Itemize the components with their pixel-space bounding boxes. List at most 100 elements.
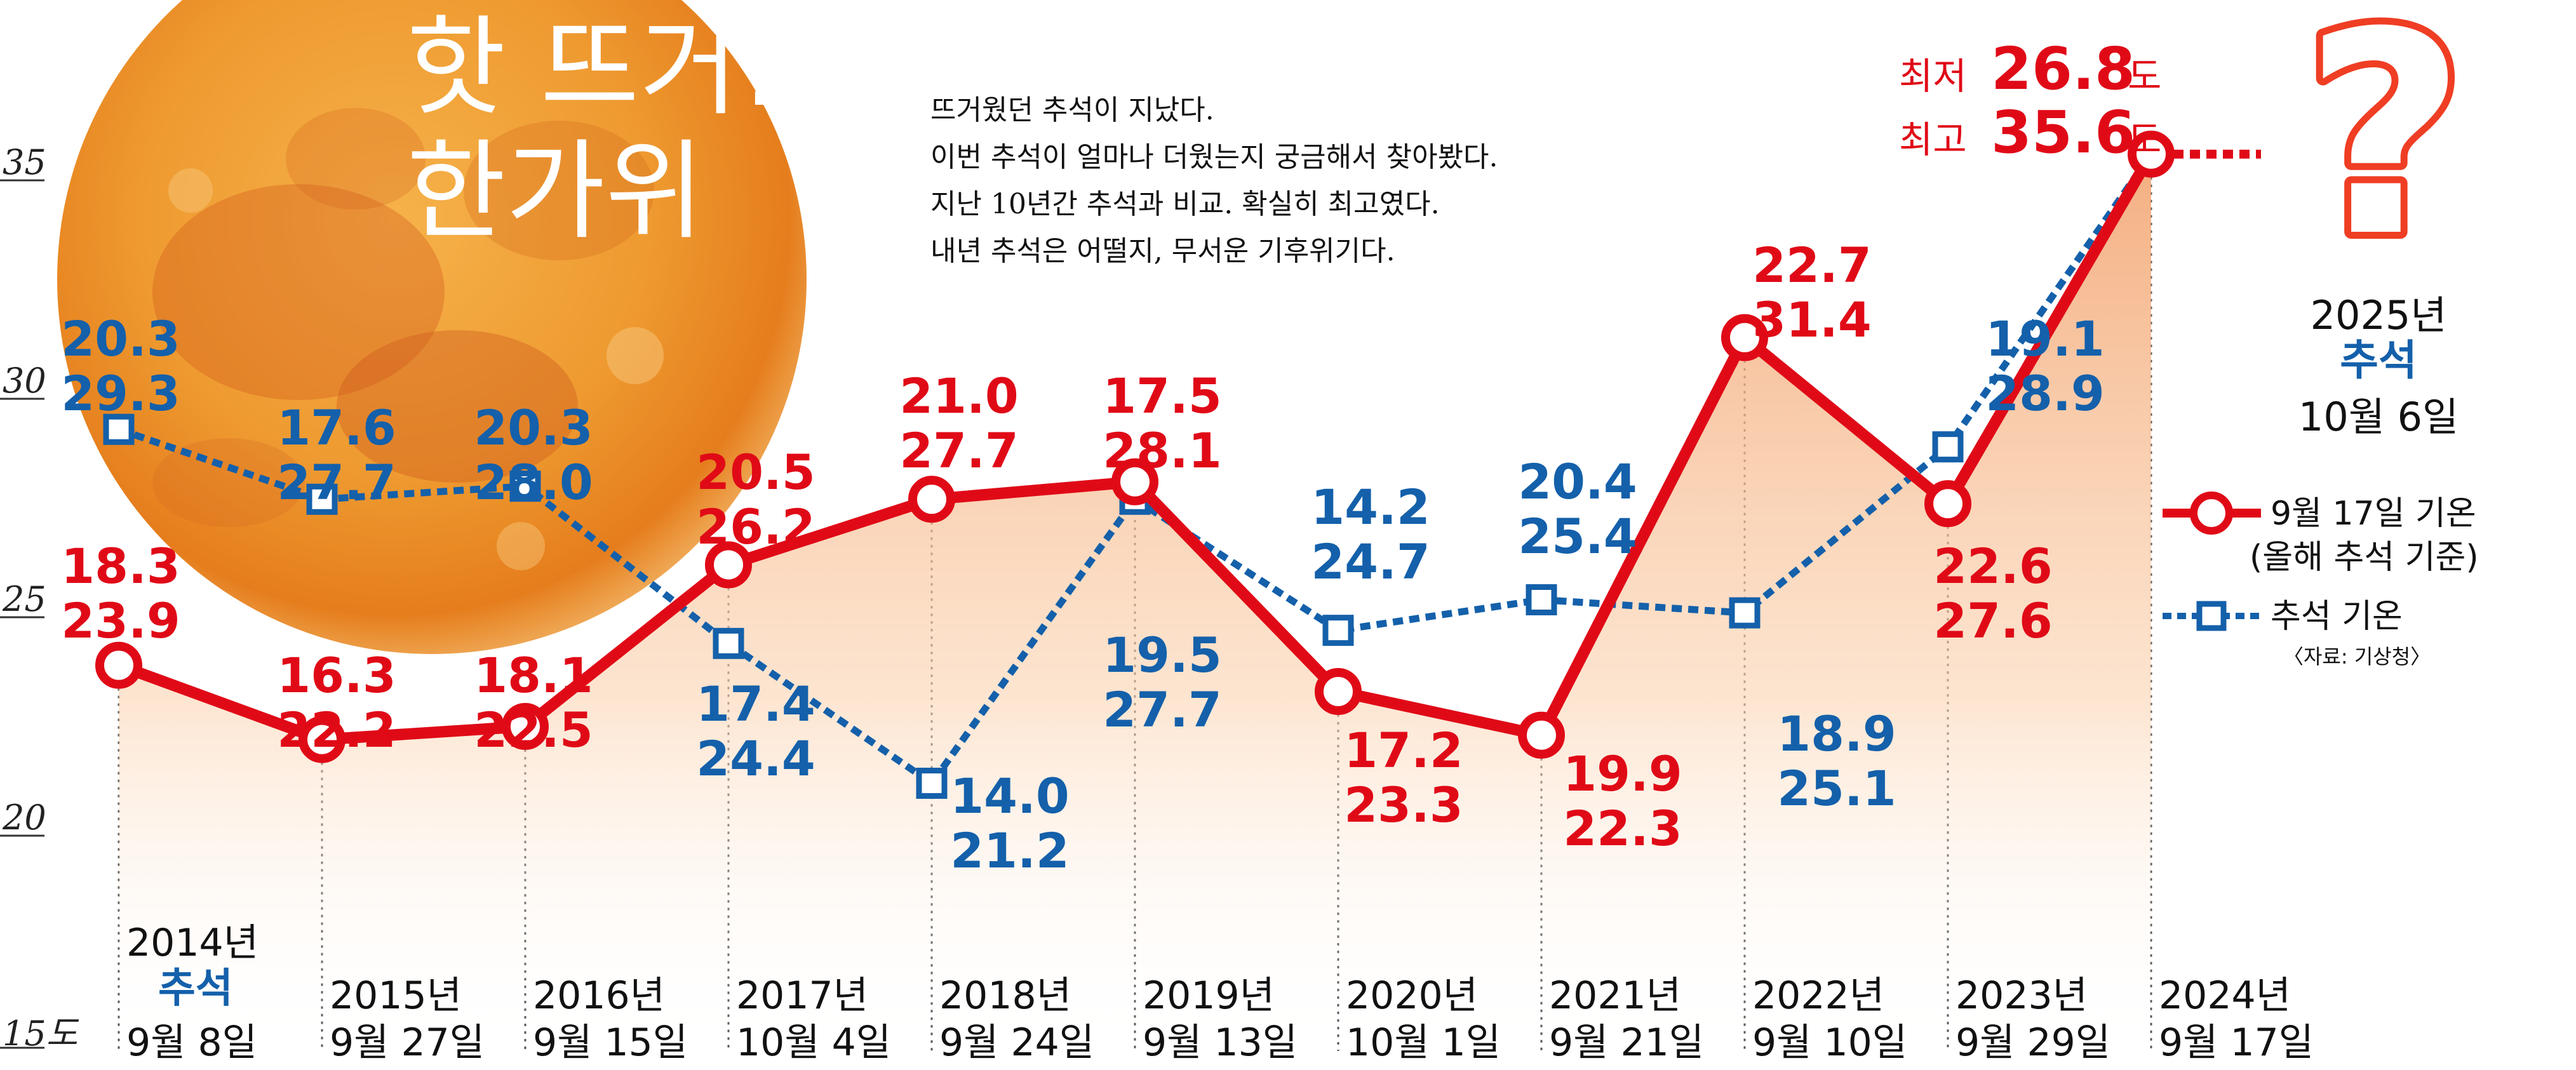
next-chuseok: ? 2025년 추석 10월 6일 — [2297, 0, 2472, 440]
red-series-area — [119, 154, 2151, 1055]
blue-point — [1932, 431, 1964, 463]
red-min-label: 19.9 — [1563, 746, 1682, 802]
category-year: 2024년 — [2159, 973, 2291, 1018]
legend-red-marker — [2190, 492, 2233, 535]
red-max-label: 28.1 — [1103, 422, 1222, 479]
red-max-label: 22.2 — [277, 702, 396, 758]
legend-blue-label: 추석 기온 — [2271, 598, 2403, 636]
red-min-label: 16.3 — [277, 647, 396, 704]
blue-point — [306, 483, 338, 515]
red-min-label: 18.1 — [474, 647, 593, 704]
category-date: 9월 13일 — [1143, 1020, 1298, 1065]
next-year: 2025년 — [2311, 292, 2447, 338]
red-point — [1111, 458, 1158, 505]
red-min-label: 20.5 — [696, 444, 815, 500]
category-year: 2017년 — [736, 973, 868, 1018]
legend-red-label: 9월 17일 기온 — [2271, 495, 2476, 533]
red-max-label: 23.3 — [1344, 777, 1463, 833]
max-value: 35.6 — [1991, 98, 2135, 166]
headline-line-2: 한가위 — [406, 129, 704, 255]
category-year: 2019년 — [1143, 973, 1275, 1018]
intro-line: 뜨거웠던 추석이 지났다. — [930, 94, 1214, 126]
red-max-label: 27.7 — [899, 422, 1019, 479]
red-max-label: 27.6 — [1933, 592, 2053, 649]
red-point — [1721, 314, 1768, 361]
blue-point — [916, 767, 948, 799]
red-series — [95, 130, 2175, 763]
red-point — [705, 541, 752, 589]
blue-min-label: 14.0 — [950, 768, 1070, 824]
moon-illustration — [57, 0, 807, 654]
blue-max-label: 28.9 — [1985, 365, 2105, 422]
blue-max-label: 21.2 — [950, 822, 1070, 879]
category-date: 9월 21일 — [1549, 1020, 1704, 1065]
red-min-label: 18.3 — [61, 538, 180, 594]
red-min-label: 17.2 — [1344, 722, 1463, 779]
red-max-label: 22.5 — [474, 702, 593, 758]
blue-point — [1526, 584, 1557, 615]
blue-min-label: 20.3 — [61, 311, 180, 367]
red-max-label: 22.3 — [1563, 800, 1682, 857]
red-min-label: 17.5 — [1103, 368, 1222, 424]
category-year: 2015년 — [330, 973, 462, 1018]
y-tick-label: 30 — [3, 361, 46, 401]
category-date: 9월 15일 — [533, 1020, 688, 1065]
question-mark-icon: ? — [2304, 0, 2465, 298]
category-year: 2023년 — [1955, 973, 2088, 1018]
blue-min-label: 20.3 — [474, 399, 593, 456]
category-year: 2016년 — [533, 973, 665, 1018]
red-point — [1315, 667, 1362, 715]
red-max-label: 23.9 — [61, 592, 180, 649]
blue-max-label: 27.7 — [1103, 681, 1222, 738]
blue-min-label: 17.4 — [696, 676, 815, 732]
blue-max-label: 29.3 — [61, 365, 180, 422]
category-year: 2020년 — [1346, 973, 1478, 1018]
y-tick-label: 25 — [2, 579, 46, 619]
blue-max-label: 27.7 — [277, 454, 396, 511]
blue-point — [1322, 615, 1354, 646]
category-date: 9월 10일 — [1752, 1020, 1907, 1065]
min-value: 26.8 — [1991, 35, 2135, 103]
blue-min-label: 20.4 — [1518, 453, 1637, 510]
y-tick-label: 15도 — [3, 1013, 79, 1053]
intro-line: 이번 추석이 얼마나 더웠는지 궁금해서 찾아봤다. — [930, 141, 1498, 173]
headline: 핫 뜨거! 한가위 — [406, 5, 782, 255]
blue-point — [1729, 597, 1761, 629]
category-date: 9월 17일 — [2159, 1020, 2314, 1065]
category-date: 9월 24일 — [939, 1020, 1094, 1065]
category-date: 10월 1일 — [1346, 1020, 1501, 1065]
category-year: 2018년 — [939, 973, 1071, 1018]
highlight-2024: 최저 26.8 도 최고 35.6 도 — [1899, 35, 2161, 166]
y-tick-label: 35 — [3, 142, 46, 182]
red-point — [95, 641, 142, 689]
blue-max-label: 24.7 — [1311, 533, 1430, 590]
y-axis: 40도3530252015도 — [0, 142, 79, 1053]
blue-max-label: 28.0 — [474, 454, 593, 511]
blue-point — [713, 627, 744, 659]
intro-line: 내년 추석은 어떨지, 무서운 기후위기다. — [930, 235, 1395, 267]
category-year: 2014년 — [126, 921, 258, 965]
red-min-label: 22.6 — [1933, 538, 2053, 594]
next-chuseok-label: 추석 — [2340, 336, 2417, 385]
intro-text: 뜨거웠던 추석이 지났다. 이번 추석이 얼마나 더웠는지 궁금해서 찾아봤다.… — [930, 94, 1498, 267]
intro-line: 지난 10년간 추석과 비교. 확실히 최고였다. — [930, 188, 1440, 220]
blue-min-label: 18.9 — [1777, 706, 1896, 762]
red-point — [1924, 480, 1971, 528]
blue-max-label: 24.4 — [696, 730, 815, 787]
blue-max-label: 25.1 — [1777, 760, 1896, 817]
red-point — [299, 716, 345, 763]
category-date: 9월 29일 — [1955, 1020, 2110, 1065]
red-point — [908, 476, 955, 523]
category-chuseok-tag: 추석 — [158, 965, 233, 1012]
legend: 9월 17일 기온 (올해 추석 기준) 추석 기온 〈자료: 기상청〉 — [2163, 492, 2479, 669]
max-unit: 도 — [2128, 118, 2161, 161]
category-date: 9월 8일 — [126, 1020, 257, 1065]
red-point — [502, 703, 549, 750]
next-date: 10월 6일 — [2298, 394, 2459, 440]
blue-min-label: 19.1 — [1985, 311, 2105, 367]
red-point — [2128, 130, 2175, 178]
headline-line-1: 핫 뜨거! — [406, 5, 782, 131]
